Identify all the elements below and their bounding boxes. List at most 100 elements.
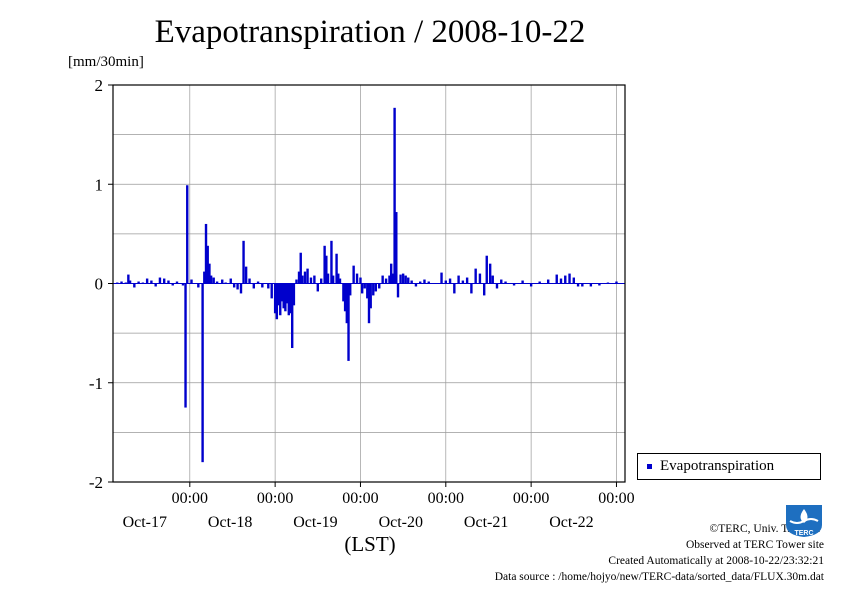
data-bar — [504, 281, 507, 284]
data-bar — [372, 283, 375, 296]
data-bar — [277, 283, 280, 306]
data-bar — [388, 275, 391, 284]
credits-block: ©TERC, Univ. Tsukuba Observed at TERC To… — [495, 521, 824, 585]
data-bar — [448, 278, 452, 284]
data-bar — [335, 253, 338, 284]
data-bar — [564, 275, 567, 284]
data-bar — [236, 283, 239, 290]
data-bar — [252, 283, 255, 289]
data-bar — [295, 279, 298, 284]
data-bar — [366, 283, 369, 299]
data-bar — [355, 273, 359, 284]
data-bar — [209, 275, 213, 284]
x-axis-unit: (LST) — [344, 532, 396, 556]
data-bar — [598, 283, 601, 286]
data-bar — [291, 283, 294, 349]
data-bar — [347, 283, 350, 361]
data-bar — [154, 283, 157, 287]
data-bar — [581, 283, 584, 287]
x-tick-time-label: 00:00 — [513, 490, 549, 507]
data-bar — [474, 268, 477, 284]
data-bar — [248, 278, 251, 284]
data-bar — [267, 283, 270, 289]
data-bar — [190, 279, 193, 284]
data-bar — [284, 283, 287, 312]
data-bar — [401, 273, 405, 284]
data-bar — [175, 281, 179, 284]
data-bar — [337, 273, 340, 284]
data-bar — [538, 281, 541, 284]
data-bar — [270, 283, 273, 299]
data-bar — [303, 271, 307, 284]
plot-frame — [112, 84, 626, 483]
y-tick-label: 2 — [95, 76, 104, 95]
data-bar — [427, 281, 430, 284]
data-bar — [323, 245, 326, 284]
data-bar — [203, 271, 206, 284]
data-bar — [316, 283, 319, 292]
data-bar — [215, 281, 219, 284]
data-bar — [204, 223, 208, 284]
data-bar — [404, 275, 407, 284]
x-tick-date-label: Oct-17 — [123, 514, 167, 531]
x-tick-time-label: 00:00 — [257, 490, 293, 507]
x-tick-time-label: 00:00 — [172, 490, 208, 507]
data-bar — [301, 275, 304, 284]
data-bar — [453, 283, 456, 294]
data-bar — [349, 283, 352, 296]
data-bar — [261, 283, 264, 288]
data-bar — [488, 263, 492, 284]
data-bar — [529, 283, 533, 287]
data-bar — [239, 283, 243, 294]
data-bar — [150, 280, 153, 284]
data-bar — [292, 283, 296, 306]
legend-label: Evapotranspiration — [660, 458, 775, 474]
data-bar — [221, 279, 224, 284]
x-tick-date-label: Oct-19 — [293, 514, 337, 531]
data-bar — [410, 280, 413, 284]
logo-text: TERC — [794, 530, 813, 537]
x-tick-date-label: Oct-18 — [208, 514, 252, 531]
data-bar — [512, 283, 516, 286]
data-bar — [419, 281, 422, 284]
data-bar — [280, 283, 284, 302]
data-bar — [232, 283, 236, 288]
data-bar — [313, 275, 316, 284]
data-bar — [275, 283, 279, 320]
data-bar — [325, 255, 328, 284]
data-bar — [384, 278, 388, 284]
data-bar — [589, 283, 593, 287]
copyright-text: ©TERC, Univ. Tsukuba — [709, 523, 820, 535]
data-bar — [345, 283, 349, 324]
data-bar — [212, 277, 215, 284]
data-bar — [359, 277, 362, 284]
source-text: Data source : /home/hojyo/new/TERC-data/… — [494, 571, 824, 583]
data-bar — [297, 271, 301, 284]
x-tick-time-label: 00:00 — [428, 490, 464, 507]
data-bar — [352, 265, 355, 284]
y-axis-unit: [mm/30min] — [68, 54, 144, 70]
data-bar — [576, 283, 580, 287]
data-bar — [181, 283, 185, 286]
data-bar — [423, 279, 426, 284]
data-bar — [331, 275, 335, 284]
y-tick-label: 1 — [95, 175, 104, 194]
data-bar — [491, 275, 494, 284]
data-bar — [306, 268, 309, 284]
y-tick-label: -2 — [89, 473, 103, 492]
data-bar — [167, 280, 170, 284]
data-bar — [440, 272, 443, 284]
chart-title: Evapotranspiration / 2008-10-22 — [154, 14, 586, 50]
data-bar — [343, 283, 347, 312]
data-bar — [521, 280, 524, 284]
data-bar — [457, 275, 460, 284]
data-bar — [407, 277, 410, 284]
data-bar — [197, 283, 200, 288]
data-bar — [244, 266, 248, 284]
data-bar — [289, 283, 292, 314]
data-bar — [369, 283, 372, 309]
data-bar — [256, 281, 260, 284]
data-bar — [208, 263, 211, 284]
data-bar — [133, 283, 136, 288]
